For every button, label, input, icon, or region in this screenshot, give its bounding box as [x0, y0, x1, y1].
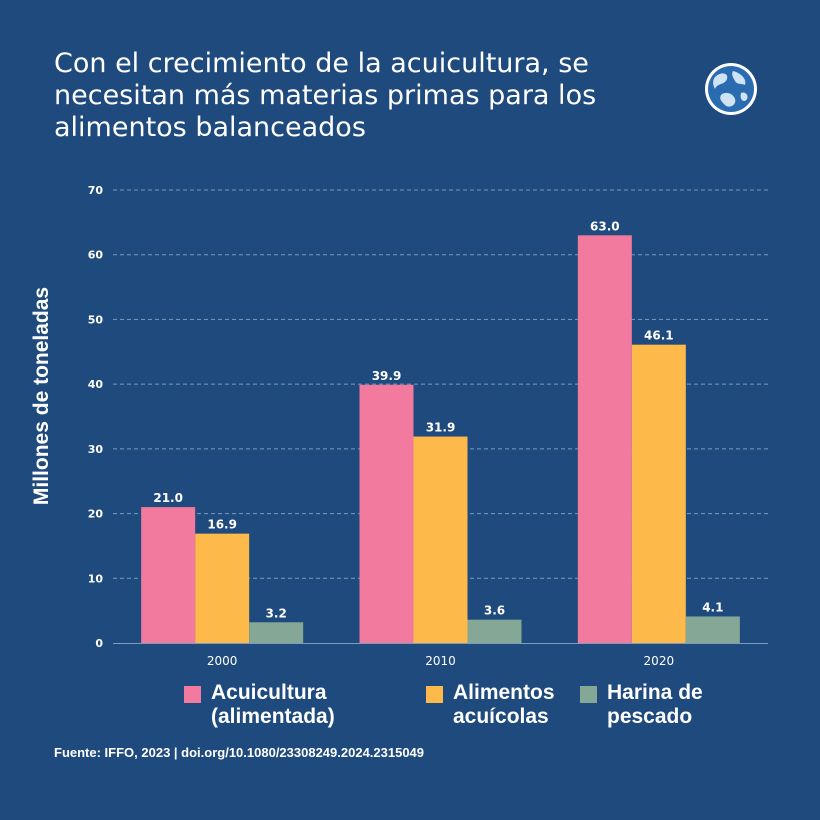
x-axis-ticks: 2000 2010 2020: [207, 654, 674, 668]
y-tick-label: 70: [88, 184, 104, 197]
bar: [577, 235, 632, 644]
legend-swatch-acuicultura: [184, 686, 201, 703]
data-labels: 21.0 16.9 3.2 39.9 31.9 3.6 63.0 46.1 4.1: [153, 219, 723, 620]
legend-item-harina: Harina de pescado: [580, 681, 703, 729]
x-tick-label: 2000: [207, 654, 238, 668]
bar: [631, 344, 686, 643]
legend-label-alimentos: Alimentos acuícolas: [453, 681, 555, 728]
data-label: 16.9: [207, 518, 237, 532]
data-label: 31.9: [426, 421, 456, 435]
x-tick-label: 2010: [425, 654, 456, 668]
legend: Acuicultura (alimentada) Alimentos acuíc…: [0, 681, 820, 741]
data-label: 3.6: [484, 604, 505, 618]
data-label: 63.0: [590, 219, 620, 233]
bar: [195, 533, 250, 643]
x-tick-label: 2020: [644, 654, 675, 668]
y-tick-label: 0: [95, 637, 103, 650]
source-note: Fuente: IFFO, 2023 | doi.org/10.1080/233…: [54, 745, 425, 760]
legend-item-alimentos: Alimentos acuícolas: [426, 681, 555, 729]
y-tick-label: 30: [88, 443, 104, 456]
bar: [685, 616, 740, 643]
legend-label-harina: Harina de pescado: [607, 681, 703, 728]
bars: [141, 235, 740, 644]
bar: [249, 622, 304, 643]
data-label: 4.1: [702, 600, 723, 614]
y-axis-ticks: 0 10 20 30 40 50 60 70: [88, 184, 104, 650]
y-tick-label: 10: [88, 572, 104, 585]
y-tick-label: 20: [88, 508, 104, 521]
bar: [141, 507, 196, 643]
bar: [467, 619, 522, 643]
legend-swatch-alimentos: [426, 686, 443, 703]
data-label: 21.0: [153, 491, 183, 505]
data-label: 39.9: [372, 369, 402, 383]
legend-label-acuicultura: Acuicultura (alimentada): [211, 681, 335, 728]
y-tick-label: 50: [88, 313, 104, 326]
y-axis-label: Millones de toneladas: [30, 287, 53, 505]
chart-title: Con el crecimiento de la acuicultura, se…: [54, 48, 597, 143]
legend-swatch-harina: [580, 686, 597, 703]
y-tick-label: 40: [88, 378, 104, 391]
data-label: 3.2: [266, 606, 287, 620]
bar: [413, 436, 468, 643]
legend-item-acuicultura: Acuicultura (alimentada): [184, 681, 335, 729]
globe-icon: [703, 61, 759, 117]
bar-chart: 0 10 20 30 40 50 60 70 21.0 16.9 3.2 39.9 31.9 3.6 63…: [30, 184, 768, 668]
y-tick-label: 60: [88, 249, 104, 262]
bar: [359, 384, 414, 643]
data-label: 46.1: [644, 329, 674, 343]
